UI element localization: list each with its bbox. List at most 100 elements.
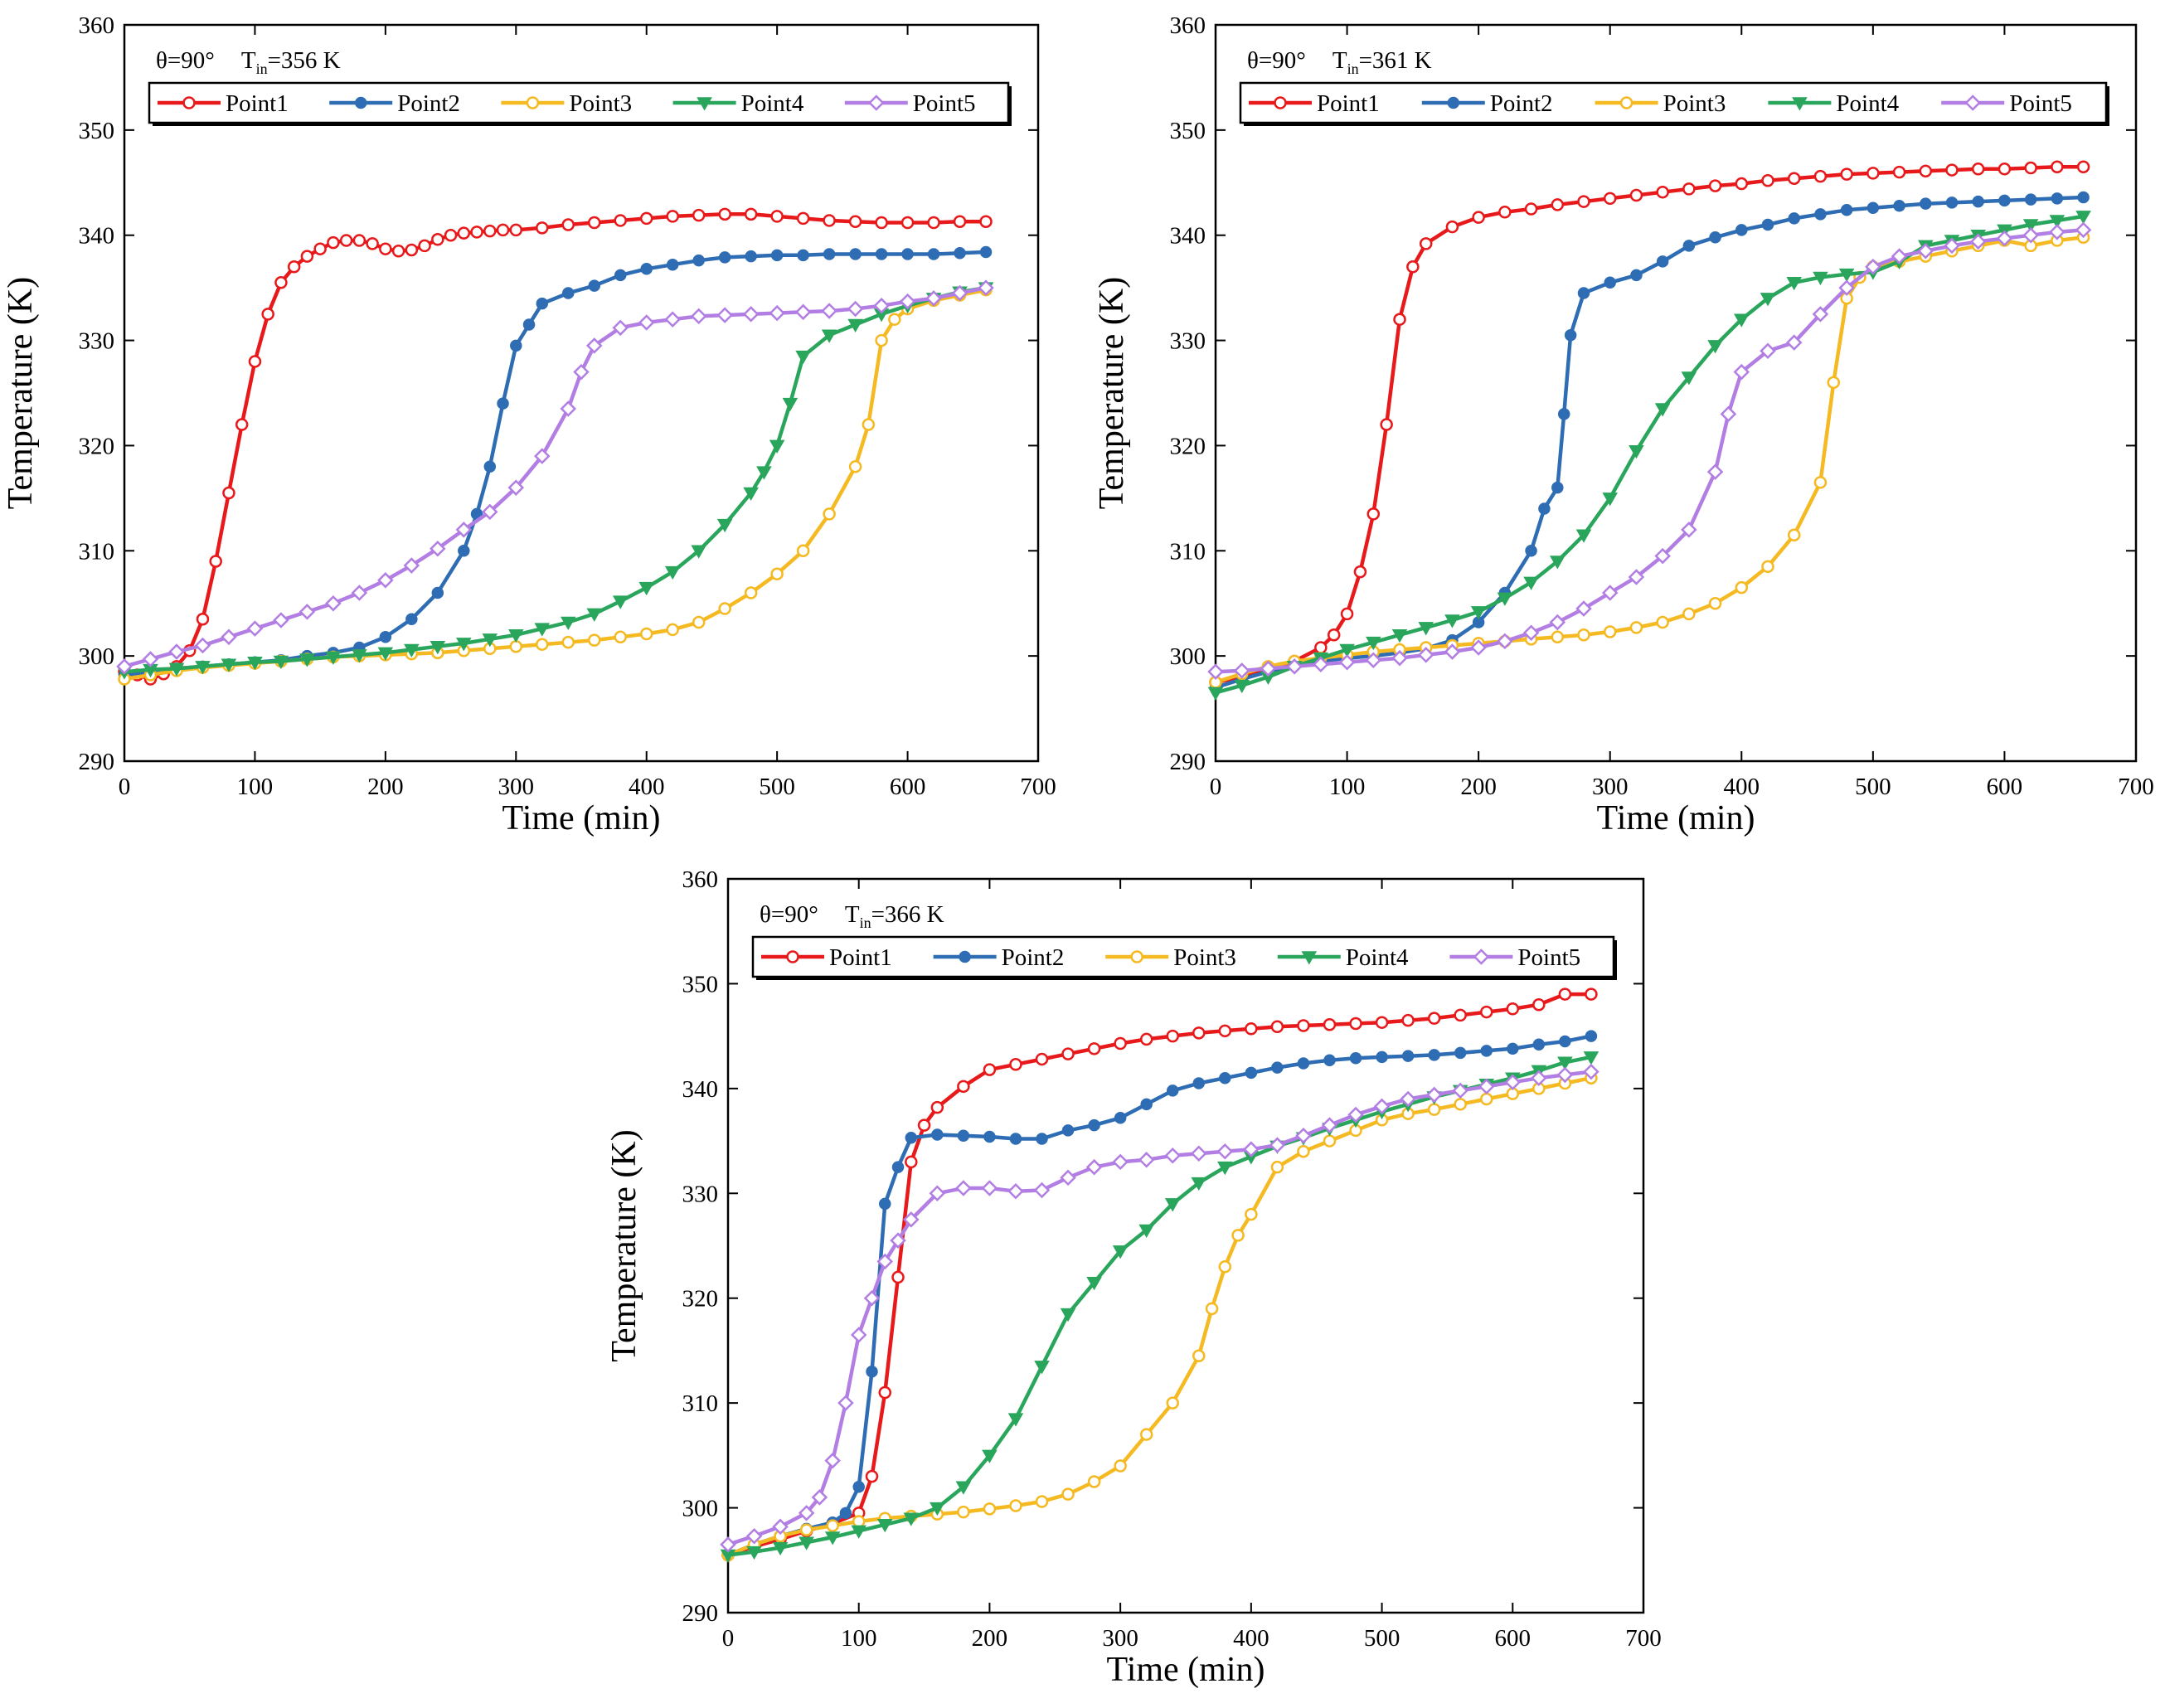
data-point bbox=[587, 216, 601, 230]
data-point bbox=[1998, 163, 2012, 176]
data-point bbox=[1418, 622, 1434, 636]
data-point bbox=[1444, 614, 1460, 628]
data-point bbox=[955, 1481, 972, 1495]
data-point bbox=[116, 658, 133, 675]
series-point1 bbox=[118, 207, 993, 686]
data-point bbox=[981, 1180, 998, 1196]
x-tick-label: 200 bbox=[1460, 774, 1497, 800]
data-point bbox=[612, 319, 629, 337]
data-point bbox=[849, 248, 862, 260]
data-point bbox=[444, 228, 458, 242]
data-point bbox=[1454, 1046, 1467, 1060]
data-point bbox=[458, 545, 470, 557]
legend-label: Point5 bbox=[2009, 90, 2072, 117]
data-point bbox=[863, 1289, 881, 1307]
data-point bbox=[1761, 560, 1774, 574]
data-point bbox=[850, 1327, 867, 1343]
y-tick-label: 300 bbox=[1170, 643, 1206, 670]
data-point bbox=[878, 1385, 892, 1400]
data-point bbox=[2024, 193, 2037, 206]
data-point bbox=[430, 540, 446, 557]
legend-label: Point1 bbox=[226, 90, 289, 117]
data-point bbox=[1735, 224, 1748, 236]
x-axis-title: Time (min) bbox=[1597, 799, 1755, 837]
data-point bbox=[1551, 630, 1565, 644]
data-point bbox=[1087, 1475, 1101, 1488]
x-axis-title: Time (min) bbox=[502, 799, 661, 837]
data-point bbox=[823, 214, 836, 227]
data-point bbox=[2076, 160, 2090, 174]
data-point bbox=[273, 655, 289, 669]
data-point bbox=[1656, 615, 1669, 629]
data-point bbox=[588, 279, 600, 292]
data-point bbox=[1428, 1049, 1440, 1061]
data-point bbox=[585, 337, 603, 354]
data-point bbox=[1297, 1144, 1310, 1158]
data-point bbox=[222, 486, 235, 500]
data-point bbox=[1814, 208, 1827, 221]
data-point bbox=[1470, 639, 1487, 656]
data-point bbox=[1231, 1229, 1245, 1242]
data-point bbox=[561, 218, 575, 231]
data-point bbox=[824, 1531, 841, 1545]
data-point bbox=[1720, 405, 1737, 423]
data-point bbox=[1604, 276, 1616, 289]
data-point bbox=[1479, 1005, 1493, 1019]
data-point bbox=[1971, 163, 1985, 176]
data-point bbox=[718, 602, 731, 615]
data-point bbox=[246, 620, 264, 637]
data-point bbox=[1033, 1182, 1051, 1199]
series-point4 bbox=[720, 1051, 1599, 1563]
data-point bbox=[821, 303, 837, 319]
legend-label: Point4 bbox=[1346, 944, 1409, 971]
data-point bbox=[1682, 182, 1696, 196]
data-point bbox=[1234, 679, 1250, 694]
data-point bbox=[1972, 195, 1984, 208]
data-point bbox=[847, 300, 864, 318]
legend-marker bbox=[697, 97, 712, 111]
data-point bbox=[1164, 1148, 1181, 1164]
theta-label: θ=90° bbox=[760, 901, 818, 928]
data-point bbox=[879, 1197, 891, 1211]
data-point bbox=[930, 1502, 945, 1516]
data-point bbox=[664, 565, 681, 580]
data-point bbox=[1630, 269, 1643, 282]
data-point bbox=[1243, 1141, 1260, 1157]
data-point bbox=[1034, 1361, 1050, 1375]
x-tick-label: 0 bbox=[722, 1625, 735, 1652]
y-tick-label: 320 bbox=[682, 1286, 719, 1313]
theta-label: θ=90° bbox=[1247, 47, 1306, 74]
y-tick-label: 360 bbox=[79, 12, 115, 39]
data-point bbox=[1205, 1302, 1219, 1316]
data-point bbox=[900, 216, 915, 230]
y-tick-label: 330 bbox=[79, 328, 115, 355]
data-point bbox=[455, 522, 473, 538]
data-point bbox=[1391, 629, 1408, 643]
data-point bbox=[1347, 1106, 1364, 1123]
data-point bbox=[274, 276, 288, 289]
data-point bbox=[666, 258, 679, 271]
data-point bbox=[496, 223, 510, 237]
data-point bbox=[839, 1507, 852, 1520]
data-point bbox=[1376, 1051, 1388, 1064]
data-point bbox=[1338, 653, 1356, 671]
y-tick-label: 340 bbox=[79, 223, 115, 250]
data-point bbox=[2024, 161, 2037, 175]
legend-marker bbox=[1619, 96, 1633, 109]
data-point bbox=[1353, 565, 1367, 579]
x-tick-label: 400 bbox=[1724, 774, 1760, 800]
t-subscript: in bbox=[860, 915, 871, 931]
y-tick-label: 320 bbox=[1170, 433, 1206, 459]
series-line-point5 bbox=[1215, 228, 2084, 674]
data-point bbox=[1260, 660, 1277, 677]
data-point bbox=[612, 595, 629, 609]
data-point bbox=[418, 239, 431, 253]
legend-marker bbox=[526, 96, 540, 109]
data-point bbox=[1813, 271, 1828, 285]
legend-label: Point3 bbox=[1173, 944, 1236, 971]
data-point bbox=[862, 418, 876, 431]
data-point bbox=[534, 623, 551, 637]
data-point bbox=[1522, 624, 1540, 642]
series-line-point5 bbox=[124, 285, 987, 668]
data-point bbox=[852, 1515, 866, 1528]
